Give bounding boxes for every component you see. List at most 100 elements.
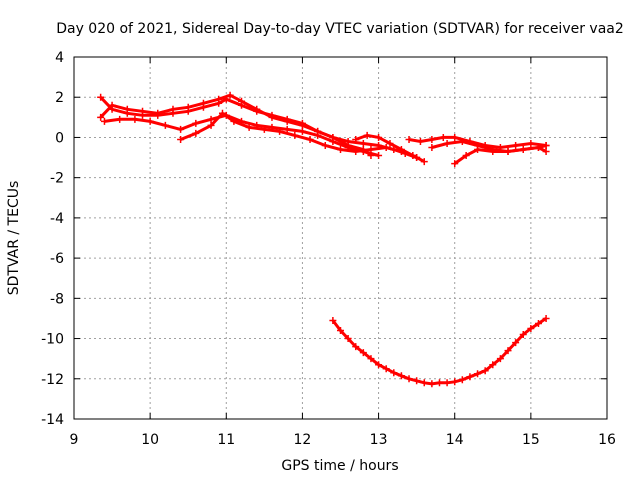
data-point — [100, 117, 108, 125]
data-point — [504, 347, 512, 355]
data-point — [276, 127, 284, 135]
data-point — [298, 127, 306, 135]
data-point — [390, 369, 398, 377]
data-point — [458, 376, 466, 384]
data-point — [462, 152, 470, 160]
data-point — [344, 335, 352, 343]
data-point — [409, 152, 417, 160]
data-point — [108, 101, 116, 109]
series-track-b — [97, 91, 375, 160]
data-point — [428, 135, 436, 143]
data-point — [337, 146, 344, 154]
y-tick-label: 2 — [55, 90, 64, 106]
grid-lines — [74, 57, 607, 419]
data-point — [283, 117, 291, 125]
data-point — [215, 95, 223, 103]
series-track-c — [100, 111, 383, 160]
data-point — [199, 99, 207, 107]
data-point — [474, 141, 482, 149]
data-point — [329, 137, 337, 145]
data-point — [496, 355, 504, 363]
data-point — [97, 113, 105, 121]
data-point — [314, 131, 322, 139]
data-point — [435, 379, 443, 387]
data-point — [177, 135, 185, 143]
x-tick-label: 11 — [217, 432, 235, 448]
data-point — [260, 125, 268, 133]
data-point — [359, 139, 367, 147]
data-point — [306, 135, 314, 143]
data-point — [443, 139, 451, 147]
x-tick-label: 9 — [70, 432, 79, 448]
y-tick-label: -14 — [41, 412, 64, 428]
data-point — [428, 380, 436, 388]
data-point — [352, 148, 360, 156]
series-track-h — [428, 137, 550, 156]
data-point — [382, 144, 390, 151]
data-point — [519, 331, 527, 339]
x-tick-label: 15 — [522, 432, 540, 448]
data-point — [283, 125, 291, 133]
data-point — [542, 148, 550, 156]
y-tick-label: -8 — [50, 291, 64, 307]
data-point — [481, 367, 489, 375]
x-tick-label: 12 — [294, 432, 312, 448]
data-point — [139, 107, 147, 115]
data-point — [534, 319, 542, 327]
data-point — [352, 343, 360, 351]
data-point — [527, 139, 535, 147]
data-point — [397, 372, 405, 380]
data-point — [146, 117, 154, 125]
data-point — [527, 325, 535, 332]
data-point — [466, 373, 474, 381]
data-point — [238, 97, 246, 105]
y-tick-label: 4 — [55, 50, 64, 66]
data-point — [184, 103, 192, 111]
data-point — [218, 109, 226, 117]
data-point — [489, 146, 497, 154]
data-point — [169, 105, 177, 113]
series-track-arc — [329, 314, 550, 388]
chart-title: Day 020 of 2021, Sidereal Day-to-day VTE… — [56, 21, 624, 37]
data-point — [420, 158, 428, 166]
data-point — [542, 141, 550, 149]
data-point — [226, 91, 234, 99]
data-point — [439, 133, 447, 141]
series-track-d — [177, 109, 421, 162]
x-tick-label: 13 — [370, 432, 388, 448]
data-point — [512, 339, 520, 347]
data-point — [386, 139, 394, 147]
data-point — [352, 135, 360, 143]
series-track-f — [405, 133, 550, 151]
data-point — [519, 146, 527, 154]
y-tick-label: -12 — [41, 372, 64, 388]
data-point — [413, 377, 421, 385]
data-point — [375, 133, 383, 141]
data-point — [359, 349, 367, 357]
data-point — [192, 129, 200, 137]
data-points — [97, 91, 550, 388]
y-tick-label: -6 — [50, 251, 64, 267]
data-point — [298, 121, 306, 129]
data-point — [177, 125, 185, 133]
data-point — [451, 378, 459, 386]
data-point — [329, 316, 337, 324]
series-trace — [331, 317, 547, 386]
data-point — [458, 137, 466, 145]
data-point — [375, 361, 383, 369]
data-point — [451, 160, 459, 168]
data-point — [363, 131, 371, 139]
data-point — [474, 370, 482, 378]
x-tick-label: 14 — [446, 432, 464, 448]
data-point — [428, 144, 436, 151]
data-point — [504, 148, 512, 156]
data-point — [253, 105, 261, 113]
data-point — [489, 361, 497, 369]
x-axis-label: GPS time / hours — [281, 458, 398, 474]
data-point — [154, 109, 162, 117]
data-point — [116, 115, 124, 123]
y-tick-label: -10 — [41, 332, 64, 348]
data-point — [131, 115, 139, 123]
series-trace — [180, 111, 418, 159]
